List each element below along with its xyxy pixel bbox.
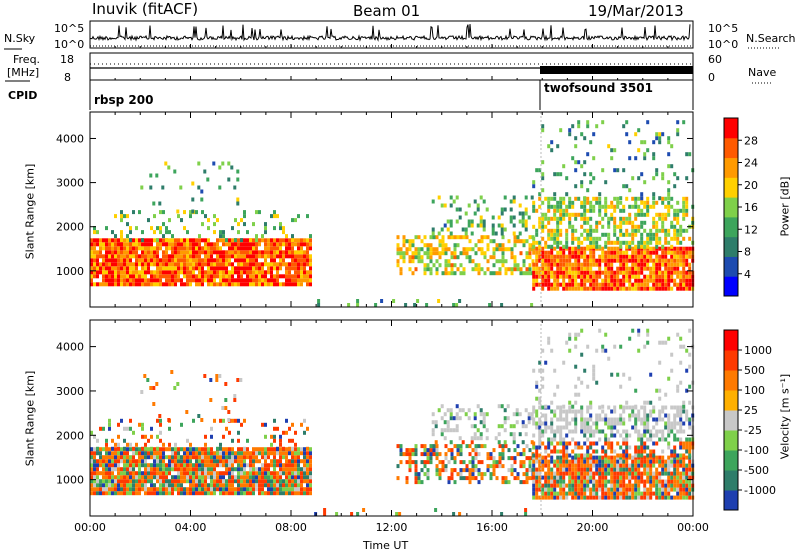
- colorbar-segment: [724, 276, 738, 297]
- nsky-series: [89, 24, 693, 47]
- nave-tick-top: 60: [708, 53, 722, 66]
- nsearch-label: N.Search: [746, 32, 796, 45]
- x-axis-title: Time UT: [363, 539, 409, 552]
- colorbar-segment: [724, 216, 738, 238]
- colorbar-segment: [724, 118, 738, 139]
- y-tick-label: 2000: [56, 429, 84, 442]
- colorbar-tick: -1000: [744, 484, 776, 497]
- colorbar-tick: -25: [744, 424, 762, 437]
- power-ylabel: Slant Range [km]: [23, 163, 37, 260]
- freq-label: Freq.: [13, 53, 41, 66]
- x-tick-label: 04:00: [175, 521, 207, 534]
- nave-tick-bottom: 0: [708, 71, 715, 84]
- x-tick-label: 20:00: [577, 521, 609, 534]
- nsearch-tick-top: 10^5: [708, 22, 739, 35]
- colorbar-segment: [724, 350, 738, 371]
- colorbars: 28 24 20 16 12 8 4 1000 500 100 25 -25 -100 -500 -1000: [723, 117, 776, 511]
- velocity-colorbar-label: Velocity [m s⁻¹]: [778, 373, 792, 460]
- colorbar-tick: 25: [744, 404, 758, 417]
- power-frame: [89, 111, 694, 308]
- freq-tick-top: 18: [60, 53, 74, 66]
- y-tick-label: 2000: [56, 221, 84, 234]
- colorbar-tick: 100: [744, 384, 765, 397]
- colorbar-tick: 16: [744, 201, 758, 214]
- x-tick-label: 16:00: [476, 521, 508, 534]
- y-tick-label: 3000: [56, 385, 84, 398]
- colorbar-tick: 8: [744, 246, 751, 259]
- y-tick-label: 1000: [56, 265, 84, 278]
- colorbar-tick: 500: [744, 364, 765, 377]
- nsky-tick-top: 10^5: [54, 22, 85, 35]
- nsky-frame: [89, 20, 694, 49]
- x-tick-label: 08:00: [275, 521, 307, 534]
- date-title: 19/Mar/2013: [588, 2, 684, 20]
- freq-tick-bottom: 8: [64, 71, 71, 84]
- freq-unit: [MHz]: [7, 66, 40, 79]
- colorbar-segment: [724, 410, 738, 431]
- colorbar-tick: 1000: [744, 344, 772, 357]
- colorbar-tick: 20: [744, 179, 758, 192]
- cpid-label: CPID: [8, 89, 38, 102]
- colorbar-segment: [724, 157, 738, 178]
- colorbar-segment: [724, 236, 738, 257]
- nsearch-tick-bottom: 10^0: [708, 38, 739, 51]
- colorbar-segment: [724, 390, 738, 411]
- cpid-mode-1: rbsp 200: [94, 93, 154, 107]
- freq-series: [90, 63, 693, 74]
- x-tick-label: 12:00: [376, 521, 408, 534]
- colorbar-tick: 4: [744, 268, 751, 281]
- velocity-heatmap: [90, 320, 695, 516]
- colorbar-segment: [724, 330, 738, 351]
- y-tick-label: 4000: [56, 341, 84, 354]
- colorbar-tick: 28: [744, 134, 758, 147]
- nsky-tick-bottom: 10^0: [54, 38, 85, 51]
- colorbar-segment: [724, 470, 738, 491]
- colorbar-segment: [724, 177, 738, 198]
- colorbar-segment: [724, 450, 738, 471]
- nsky-label: N.Sky: [4, 32, 36, 45]
- cpid-mode-2: twofsound 3501: [544, 81, 653, 95]
- colorbar-segment: [724, 490, 738, 511]
- colorbar-segment: [724, 256, 738, 277]
- colorbar-segment: [724, 430, 738, 451]
- colorbar-tick: -500: [744, 464, 769, 477]
- colorbar-segment: [724, 137, 738, 159]
- nave-label: Nave: [748, 66, 777, 79]
- power-colorbar-label: Power [dB]: [778, 176, 792, 237]
- y-tick-label: 3000: [56, 177, 84, 190]
- twofsound-freq-band: [540, 66, 693, 74]
- nsky-line: [89, 24, 691, 42]
- axes: 1000 2000 3000 4000 1000 2000 3000 4000 00:00 04:…: [56, 44, 709, 534]
- x-tick-label: 00:00: [74, 521, 106, 534]
- x-tick-label: 00:00: [677, 521, 709, 534]
- velocity-ylabel: Slant Range [km]: [23, 370, 37, 467]
- colorbar-segment: [724, 370, 738, 391]
- colorbar-tick: 24: [744, 157, 758, 170]
- colorbar-tick: 12: [744, 223, 758, 236]
- power-heatmap: [90, 112, 695, 307]
- colorbar-tick: -100: [744, 444, 769, 457]
- station-title: Inuvik (fitACF): [92, 0, 199, 18]
- y-tick-label: 1000: [56, 474, 84, 487]
- y-tick-label: 4000: [56, 132, 84, 145]
- beam-title: Beam 01: [353, 2, 421, 20]
- colorbar-segment: [724, 197, 738, 218]
